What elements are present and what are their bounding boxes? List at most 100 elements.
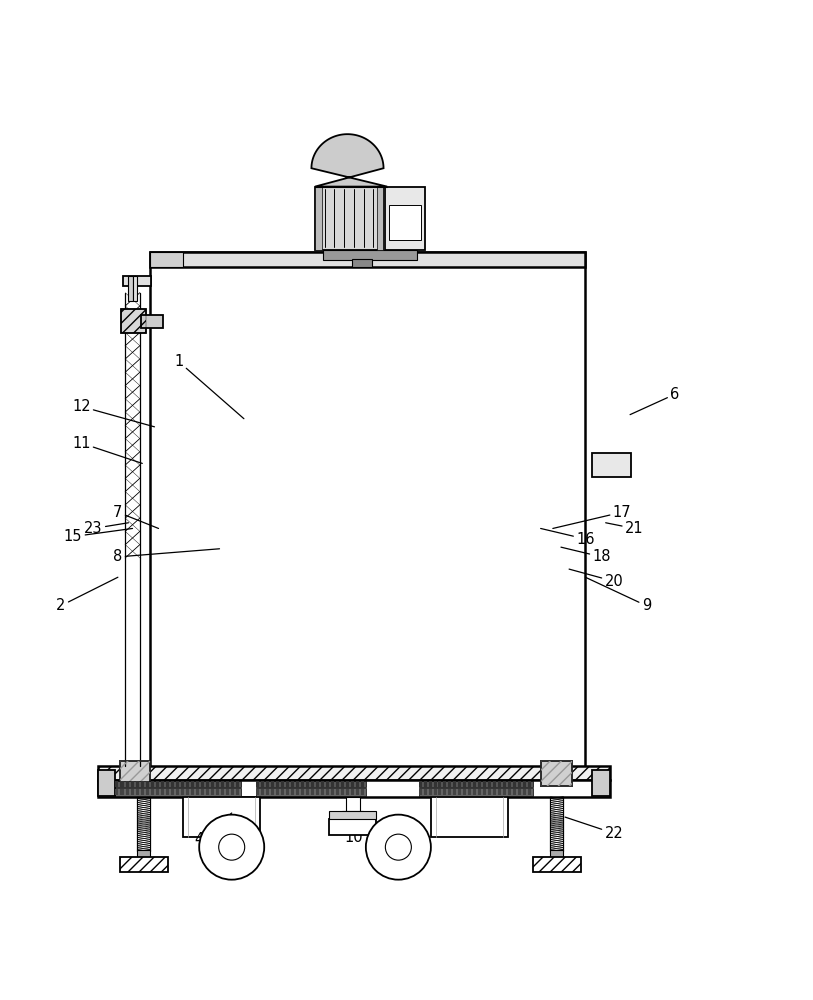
Bar	[237, 781, 240, 787]
Bar	[433, 789, 437, 795]
Bar	[261, 789, 264, 795]
Bar	[161, 789, 164, 795]
Bar	[121, 309, 146, 333]
Text: 20: 20	[569, 569, 624, 589]
Bar	[424, 789, 427, 795]
Bar	[137, 850, 150, 858]
Bar	[508, 789, 511, 795]
Bar	[385, 187, 424, 250]
Bar	[473, 781, 476, 787]
Bar	[488, 789, 491, 795]
Bar	[326, 789, 329, 795]
Bar	[150, 252, 585, 267]
Bar	[523, 781, 525, 787]
Text: 11: 11	[72, 436, 142, 463]
Bar	[315, 187, 322, 250]
Text: 15: 15	[64, 528, 133, 544]
Bar	[133, 276, 137, 301]
Bar	[150, 781, 154, 787]
Bar	[301, 789, 304, 795]
Bar	[424, 781, 427, 787]
Bar	[463, 781, 466, 787]
Bar	[428, 789, 432, 795]
Bar	[186, 781, 189, 787]
Bar	[166, 781, 169, 787]
Bar	[541, 761, 572, 786]
Bar	[389, 205, 421, 240]
Bar	[528, 789, 531, 795]
Bar	[478, 781, 481, 787]
Bar	[237, 789, 240, 795]
Bar	[483, 789, 486, 795]
Bar	[120, 781, 124, 787]
Bar	[226, 789, 229, 795]
Bar	[518, 781, 520, 787]
Bar	[341, 789, 344, 795]
Circle shape	[366, 815, 431, 880]
Bar	[271, 781, 274, 787]
Bar	[533, 857, 581, 872]
Bar	[468, 781, 472, 787]
Bar	[311, 781, 314, 787]
Text: 17: 17	[553, 505, 631, 528]
Bar	[419, 781, 422, 787]
Bar	[324, 250, 417, 260]
Text: 1: 1	[174, 354, 244, 419]
Bar	[128, 276, 133, 301]
Bar	[276, 789, 279, 795]
Bar	[115, 781, 119, 787]
Bar	[351, 789, 354, 795]
Bar	[419, 781, 533, 787]
Bar	[221, 781, 224, 787]
Bar	[150, 789, 154, 795]
Bar	[341, 781, 344, 787]
Bar	[211, 789, 215, 795]
Bar	[156, 781, 159, 787]
Bar	[488, 781, 491, 787]
Bar	[156, 789, 159, 795]
Bar	[306, 781, 309, 787]
Bar	[329, 811, 376, 819]
Bar	[146, 789, 149, 795]
Bar	[336, 781, 339, 787]
Bar	[361, 781, 364, 787]
Bar	[351, 259, 372, 267]
Bar	[136, 781, 139, 787]
Bar	[281, 789, 284, 795]
Bar	[191, 781, 194, 787]
Bar	[541, 761, 572, 786]
Bar	[232, 781, 234, 787]
Bar	[181, 781, 184, 787]
Bar	[498, 789, 501, 795]
Bar	[256, 789, 259, 795]
Bar	[141, 789, 144, 795]
Bar	[329, 819, 376, 835]
Text: 6: 6	[630, 387, 680, 415]
Bar	[186, 789, 189, 795]
Bar	[361, 789, 364, 795]
Bar	[125, 789, 128, 795]
Text: 18: 18	[561, 547, 611, 564]
Text: 4: 4	[194, 813, 232, 847]
Bar	[463, 789, 466, 795]
Bar	[281, 781, 284, 787]
Bar	[221, 789, 224, 795]
Bar	[336, 789, 339, 795]
Bar	[131, 789, 133, 795]
Text: 10: 10	[345, 813, 363, 845]
Bar	[311, 789, 314, 795]
Bar	[459, 781, 461, 787]
Bar	[513, 781, 515, 787]
Bar	[550, 850, 563, 858]
Bar	[120, 761, 150, 786]
Bar	[136, 789, 139, 795]
Bar	[483, 781, 486, 787]
Bar	[508, 781, 511, 787]
Text: 2: 2	[56, 577, 118, 613]
Bar	[356, 781, 359, 787]
Bar	[438, 781, 441, 787]
Bar	[431, 797, 508, 837]
Bar	[276, 781, 279, 787]
Text: 22: 22	[565, 817, 624, 841]
Bar	[502, 781, 506, 787]
